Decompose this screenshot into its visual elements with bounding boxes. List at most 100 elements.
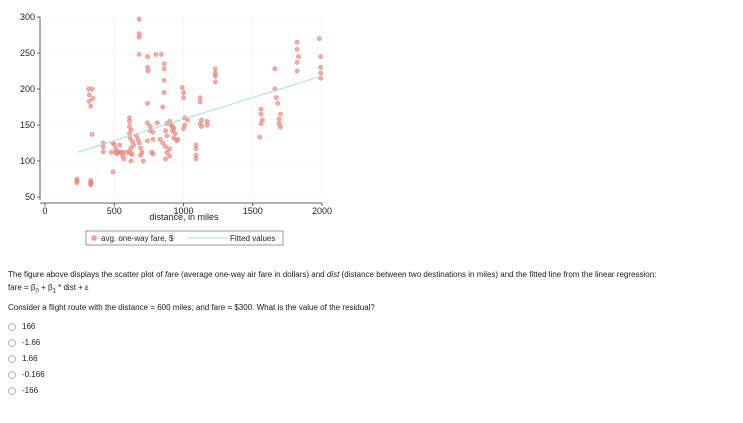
answer-option-3[interactable]: 1.66 bbox=[8, 351, 728, 367]
data-point bbox=[294, 68, 300, 74]
data-point bbox=[110, 169, 116, 175]
y-tick-label: 250 bbox=[20, 48, 35, 58]
data-point bbox=[131, 142, 136, 148]
data-point bbox=[88, 103, 94, 109]
x-tick-label: 0 bbox=[42, 206, 47, 216]
data-point bbox=[273, 95, 279, 100]
data-point bbox=[213, 73, 218, 79]
data-point bbox=[128, 145, 134, 151]
x-axis-title: distance, in miles bbox=[149, 212, 219, 222]
data-point bbox=[257, 134, 263, 140]
y-tick-label: 150 bbox=[20, 120, 35, 130]
data-point bbox=[294, 39, 300, 45]
data-point bbox=[140, 158, 146, 164]
radio-button-icon[interactable] bbox=[8, 322, 16, 331]
answer-option-label: 1.66 bbox=[22, 353, 38, 363]
data-point bbox=[276, 116, 282, 122]
var-fare: fare bbox=[164, 270, 179, 279]
legend-label-line: Fitted values bbox=[230, 234, 275, 243]
data-point bbox=[171, 135, 177, 141]
answer-option-2[interactable]: -1.66 bbox=[8, 335, 728, 351]
data-point bbox=[181, 90, 186, 95]
answer-option-label: -0.166 bbox=[22, 369, 45, 379]
tick-labels: 50 100 150 200 250 300 0 500 1000 1500 2000 bbox=[20, 12, 332, 216]
radio-button-icon[interactable] bbox=[8, 338, 16, 347]
data-point bbox=[145, 120, 150, 126]
data-point bbox=[138, 145, 143, 151]
legend-marker-scatter bbox=[91, 235, 97, 241]
y-tick-label: 100 bbox=[20, 156, 35, 166]
question-description: The figure above displays the scatter pl… bbox=[8, 270, 728, 280]
data-point bbox=[89, 86, 95, 92]
question-block: The figure above displays the scatter pl… bbox=[8, 270, 728, 399]
x-tick-label: 1500 bbox=[243, 206, 263, 216]
data-point bbox=[145, 68, 151, 74]
radio-button-icon[interactable] bbox=[8, 370, 16, 379]
data-point bbox=[170, 128, 175, 134]
y-tick-label: 50 bbox=[25, 192, 35, 202]
y-tick-label: 200 bbox=[20, 84, 35, 94]
data-point bbox=[128, 158, 134, 164]
data-point bbox=[160, 140, 166, 146]
data-point bbox=[117, 142, 123, 148]
regression-formula: fare = β0 + β1 * dist + ε bbox=[8, 283, 728, 297]
data-point bbox=[111, 142, 117, 147]
data-point bbox=[258, 121, 264, 126]
data-point bbox=[174, 138, 179, 144]
data-point bbox=[199, 124, 204, 129]
data-point bbox=[118, 150, 124, 155]
data-point bbox=[113, 150, 118, 155]
y-tick-label: 300 bbox=[20, 12, 35, 22]
data-marks bbox=[74, 16, 323, 188]
data-point bbox=[161, 61, 167, 67]
radio-button-icon[interactable] bbox=[8, 386, 16, 395]
data-point bbox=[197, 95, 203, 100]
answer-option-1[interactable]: 166 bbox=[8, 319, 728, 335]
data-point bbox=[213, 66, 218, 72]
data-point bbox=[193, 156, 199, 162]
answer-option-5[interactable]: -166 bbox=[8, 383, 728, 399]
data-point bbox=[136, 140, 142, 146]
desc-mid1: (average one-way air fare in dollars) an… bbox=[178, 270, 327, 279]
data-point bbox=[145, 54, 150, 59]
data-point bbox=[161, 78, 167, 83]
data-point bbox=[167, 146, 172, 152]
legend: avg. one-way fare, $ Fitted values bbox=[85, 230, 284, 246]
x-tick-label: 1000 bbox=[173, 206, 193, 216]
radio-button-icon[interactable] bbox=[8, 354, 16, 363]
data-point bbox=[86, 98, 92, 104]
data-point bbox=[90, 96, 96, 101]
data-point bbox=[160, 104, 166, 110]
data-point bbox=[164, 150, 170, 155]
legend-label-scatter: avg. one-way fare, $ bbox=[101, 234, 174, 243]
data-point bbox=[275, 101, 281, 106]
data-point bbox=[272, 66, 278, 72]
data-point bbox=[167, 153, 172, 159]
data-point bbox=[138, 152, 143, 158]
data-point bbox=[164, 133, 170, 139]
data-point bbox=[193, 146, 199, 152]
data-point bbox=[318, 54, 323, 59]
data-point bbox=[150, 129, 156, 135]
question-prompt: Consider a flight route with the distanc… bbox=[8, 302, 375, 312]
x-tick-label: 2000 bbox=[312, 206, 332, 216]
data-point bbox=[136, 16, 142, 22]
data-point bbox=[157, 137, 163, 142]
data-point bbox=[318, 70, 323, 76]
desc-intro: The figure above displays the scatter pl… bbox=[8, 270, 165, 279]
data-point bbox=[150, 151, 156, 157]
answer-option-4[interactable]: -0.166 bbox=[8, 367, 728, 383]
answer-option-label: 166 bbox=[22, 321, 36, 331]
data-point bbox=[161, 66, 167, 72]
formula-sub-0: 0 bbox=[35, 288, 39, 295]
data-point bbox=[88, 182, 94, 188]
data-point bbox=[258, 111, 264, 117]
data-point bbox=[145, 138, 150, 144]
scatter-plot: 50 100 150 200 250 300 0 500 1000 1500 2000 distan… bbox=[20, 12, 332, 246]
fitted-line bbox=[76, 75, 323, 153]
data-point bbox=[172, 131, 178, 136]
data-point bbox=[154, 120, 160, 126]
data-point bbox=[213, 79, 218, 85]
data-point bbox=[129, 152, 135, 157]
data-point bbox=[158, 52, 164, 57]
